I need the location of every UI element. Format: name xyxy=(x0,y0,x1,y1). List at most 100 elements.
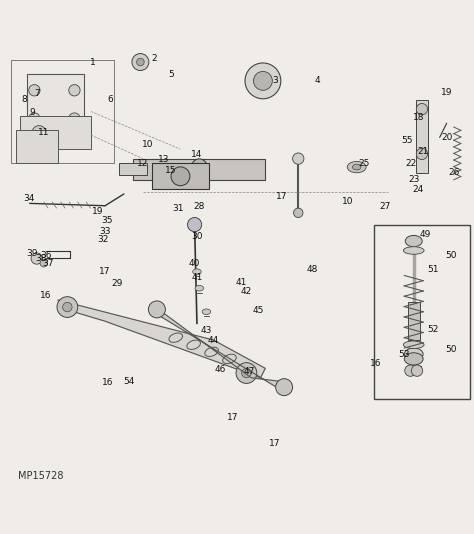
Text: 49: 49 xyxy=(420,231,431,239)
Text: 39: 39 xyxy=(26,249,38,258)
Circle shape xyxy=(132,53,149,70)
Text: 19: 19 xyxy=(441,88,453,97)
Ellipse shape xyxy=(195,285,203,291)
Text: 17: 17 xyxy=(276,192,288,201)
Circle shape xyxy=(29,113,40,124)
Text: 10: 10 xyxy=(142,140,153,149)
Text: 38: 38 xyxy=(36,254,47,263)
Circle shape xyxy=(40,260,47,267)
Text: 17: 17 xyxy=(227,413,238,422)
Text: 17: 17 xyxy=(100,267,111,276)
Text: 4: 4 xyxy=(314,76,320,85)
Text: 16: 16 xyxy=(370,359,382,368)
Text: 44: 44 xyxy=(208,335,219,344)
Bar xyxy=(119,163,147,175)
Text: 14: 14 xyxy=(191,151,202,159)
Ellipse shape xyxy=(353,164,361,170)
Text: 46: 46 xyxy=(215,365,226,374)
Bar xyxy=(20,116,91,149)
FancyBboxPatch shape xyxy=(374,225,470,399)
Bar xyxy=(133,159,265,180)
Text: 13: 13 xyxy=(158,155,170,164)
Text: 50: 50 xyxy=(446,251,457,260)
Text: MP15728: MP15728 xyxy=(18,472,64,482)
Circle shape xyxy=(29,84,40,96)
Ellipse shape xyxy=(404,353,423,365)
Circle shape xyxy=(137,58,144,66)
Text: 25: 25 xyxy=(358,159,370,168)
Ellipse shape xyxy=(403,247,424,254)
Text: 3: 3 xyxy=(272,76,278,85)
Circle shape xyxy=(69,84,80,96)
Ellipse shape xyxy=(193,269,201,274)
Text: 8: 8 xyxy=(21,95,27,104)
Text: 7: 7 xyxy=(34,89,40,98)
Circle shape xyxy=(242,368,251,378)
Circle shape xyxy=(63,302,72,312)
Circle shape xyxy=(148,301,165,318)
Text: 9: 9 xyxy=(29,108,35,117)
Text: 51: 51 xyxy=(427,265,438,274)
Circle shape xyxy=(171,167,190,186)
Text: 55: 55 xyxy=(401,136,412,145)
Text: 41: 41 xyxy=(236,278,247,287)
Circle shape xyxy=(416,148,428,160)
Text: 16: 16 xyxy=(101,378,113,387)
Ellipse shape xyxy=(191,159,208,179)
Text: 47: 47 xyxy=(243,367,255,376)
Ellipse shape xyxy=(347,161,366,173)
Text: 32: 32 xyxy=(97,235,109,244)
Polygon shape xyxy=(152,305,289,392)
Text: 11: 11 xyxy=(38,128,50,137)
Text: 18: 18 xyxy=(413,113,424,122)
Polygon shape xyxy=(58,300,265,378)
Text: 31: 31 xyxy=(173,203,184,213)
Text: 1: 1 xyxy=(91,58,96,67)
Bar xyxy=(416,100,428,173)
Ellipse shape xyxy=(405,235,422,247)
Text: 48: 48 xyxy=(307,265,318,274)
Text: 26: 26 xyxy=(448,168,459,177)
Text: 53: 53 xyxy=(399,350,410,359)
Circle shape xyxy=(276,379,292,396)
Ellipse shape xyxy=(403,341,424,349)
Ellipse shape xyxy=(404,348,423,360)
Circle shape xyxy=(405,365,416,376)
Circle shape xyxy=(411,365,423,376)
Text: 12: 12 xyxy=(137,159,148,168)
Text: 15: 15 xyxy=(165,166,177,175)
Text: 28: 28 xyxy=(193,202,205,211)
Text: 21: 21 xyxy=(418,147,429,156)
Text: 30: 30 xyxy=(191,232,203,241)
Circle shape xyxy=(416,104,428,115)
Text: 41: 41 xyxy=(191,273,202,282)
Text: 50: 50 xyxy=(446,345,457,354)
Circle shape xyxy=(292,153,304,164)
Text: 42: 42 xyxy=(241,287,252,296)
Circle shape xyxy=(69,113,80,124)
Circle shape xyxy=(188,217,201,232)
Text: 54: 54 xyxy=(123,376,134,386)
Text: 29: 29 xyxy=(111,279,122,288)
Text: 27: 27 xyxy=(380,202,391,211)
Circle shape xyxy=(57,297,78,317)
Text: 5: 5 xyxy=(168,70,174,79)
Text: 37: 37 xyxy=(43,259,54,268)
Circle shape xyxy=(236,363,257,383)
Ellipse shape xyxy=(254,72,273,90)
Circle shape xyxy=(293,208,303,217)
Text: 24: 24 xyxy=(413,185,424,194)
Text: 52: 52 xyxy=(427,325,438,334)
Text: 35: 35 xyxy=(101,216,113,225)
Bar xyxy=(27,74,84,130)
Ellipse shape xyxy=(202,309,210,315)
Bar xyxy=(152,163,209,189)
Bar xyxy=(16,130,58,163)
Bar xyxy=(11,60,115,163)
Text: 19: 19 xyxy=(92,207,104,216)
Text: 10: 10 xyxy=(342,197,354,206)
Text: 22: 22 xyxy=(406,159,417,168)
Text: 20: 20 xyxy=(441,133,452,142)
Circle shape xyxy=(32,125,46,140)
Text: 34: 34 xyxy=(23,194,35,203)
